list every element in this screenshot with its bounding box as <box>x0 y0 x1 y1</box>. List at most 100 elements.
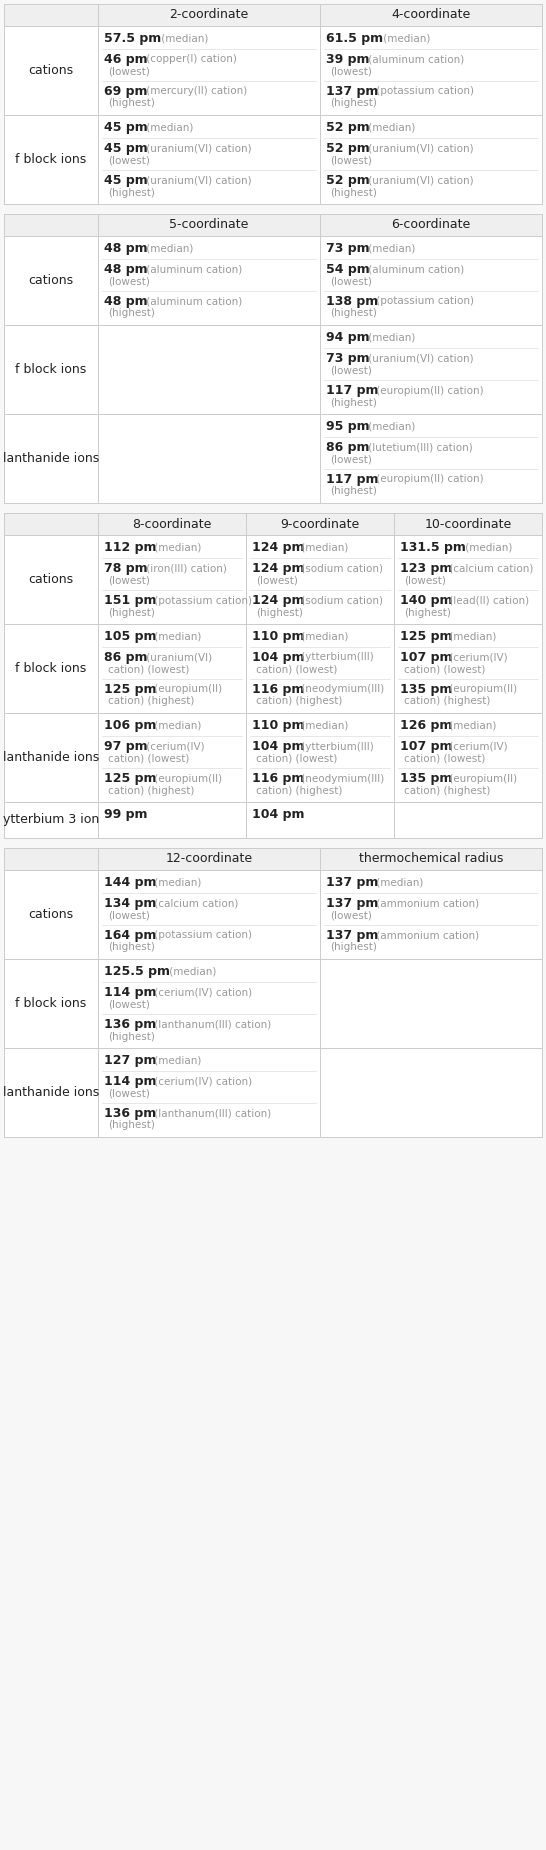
Text: (highest): (highest) <box>108 187 155 198</box>
Text: (potassium cation): (potassium cation) <box>151 931 252 940</box>
Text: 125 pm: 125 pm <box>400 631 452 644</box>
Text: 45 pm: 45 pm <box>104 120 148 133</box>
Text: 117 pm: 117 pm <box>326 474 378 487</box>
Text: (lutetium(III) cation): (lutetium(III) cation) <box>365 442 473 453</box>
Bar <box>4 958 542 1047</box>
Text: lanthanide ions: lanthanide ions <box>3 451 99 464</box>
Text: (lowest): (lowest) <box>404 575 446 585</box>
Text: 52 pm: 52 pm <box>326 120 370 133</box>
Text: 45 pm: 45 pm <box>104 174 148 187</box>
Text: 116 pm: 116 pm <box>252 771 304 784</box>
Text: (lanthanum(III) cation): (lanthanum(III) cation) <box>151 1108 271 1119</box>
Text: 110 pm: 110 pm <box>252 720 305 733</box>
Text: (potassium cation): (potassium cation) <box>372 296 473 307</box>
Text: (median): (median) <box>365 244 415 253</box>
Text: 140 pm: 140 pm <box>400 594 452 607</box>
Text: 105 pm: 105 pm <box>104 631 157 644</box>
Text: f block ions: f block ions <box>15 363 87 376</box>
Text: 114 pm: 114 pm <box>104 1075 157 1088</box>
Text: (lowest): (lowest) <box>108 1088 150 1099</box>
Text: (highest): (highest) <box>330 187 377 198</box>
Text: (europium(II): (europium(II) <box>446 773 518 784</box>
Text: (highest): (highest) <box>330 398 377 407</box>
Text: 12-coordinate: 12-coordinate <box>165 853 253 866</box>
Bar <box>4 4 542 26</box>
Text: (cerium(IV): (cerium(IV) <box>446 653 508 662</box>
Text: 99 pm: 99 pm <box>104 808 147 821</box>
Text: (europium(II) cation): (europium(II) cation) <box>372 474 483 485</box>
Bar <box>4 326 542 414</box>
Text: (europium(II) cation): (europium(II) cation) <box>372 385 483 396</box>
Text: (median): (median) <box>462 542 512 553</box>
Text: (median): (median) <box>372 877 423 888</box>
Text: (highest): (highest) <box>108 98 155 109</box>
Text: 48 pm: 48 pm <box>104 263 148 276</box>
Text: (uranium(VI) cation): (uranium(VI) cation) <box>365 176 473 185</box>
Text: 86 pm: 86 pm <box>326 440 370 453</box>
Text: (median): (median) <box>365 422 415 431</box>
Text: 144 pm: 144 pm <box>104 877 157 890</box>
Text: 48 pm: 48 pm <box>104 294 148 307</box>
Text: (lowest): (lowest) <box>330 910 372 921</box>
Text: 137 pm: 137 pm <box>326 85 378 98</box>
Text: (median): (median) <box>446 720 497 731</box>
Text: cation) (lowest): cation) (lowest) <box>404 753 485 764</box>
Text: cation) (lowest): cation) (lowest) <box>404 664 485 675</box>
Text: lanthanide ions: lanthanide ions <box>3 1086 99 1099</box>
Text: 95 pm: 95 pm <box>326 420 370 433</box>
Text: (europium(II): (europium(II) <box>446 684 518 694</box>
Text: 125 pm: 125 pm <box>104 771 157 784</box>
Text: cations: cations <box>28 908 74 921</box>
Text: 137 pm: 137 pm <box>326 929 378 942</box>
Text: (cerium(IV): (cerium(IV) <box>446 742 508 751</box>
Text: (calcium cation): (calcium cation) <box>151 899 238 908</box>
Text: (potassium cation): (potassium cation) <box>372 87 473 96</box>
Text: 78 pm: 78 pm <box>104 562 148 575</box>
Text: cation) (lowest): cation) (lowest) <box>256 664 337 675</box>
Text: (uranium(VI) cation): (uranium(VI) cation) <box>365 144 473 154</box>
Text: (uranium(VI) cation): (uranium(VI) cation) <box>365 353 473 363</box>
Text: 107 pm: 107 pm <box>400 651 452 664</box>
Text: (highest): (highest) <box>108 309 155 318</box>
Text: f block ions: f block ions <box>15 154 87 166</box>
Text: (lowest): (lowest) <box>330 366 372 376</box>
Text: (sodium cation): (sodium cation) <box>299 596 383 605</box>
Text: 61.5 pm: 61.5 pm <box>326 31 383 44</box>
Bar <box>4 1047 542 1138</box>
Text: 6-coordinate: 6-coordinate <box>391 218 471 231</box>
Text: (cerium(IV) cation): (cerium(IV) cation) <box>151 988 252 997</box>
Text: (median): (median) <box>151 542 201 553</box>
Text: (median): (median) <box>299 631 349 642</box>
Text: (median): (median) <box>166 966 217 977</box>
Text: 164 pm: 164 pm <box>104 929 157 942</box>
Text: (neodymium(III): (neodymium(III) <box>299 773 385 784</box>
Text: (lanthanum(III) cation): (lanthanum(III) cation) <box>151 1019 271 1029</box>
Text: (highest): (highest) <box>404 607 450 618</box>
Text: (highest): (highest) <box>108 607 155 618</box>
Text: (ytterbium(III): (ytterbium(III) <box>299 742 374 751</box>
Text: 131.5 pm: 131.5 pm <box>400 540 466 553</box>
Text: (median): (median) <box>381 33 431 44</box>
Text: 134 pm: 134 pm <box>104 897 157 910</box>
Text: f block ions: f block ions <box>15 662 87 675</box>
Text: 125.5 pm: 125.5 pm <box>104 966 170 979</box>
Text: (lowest): (lowest) <box>330 67 372 76</box>
Text: (ammonium cation): (ammonium cation) <box>372 931 479 940</box>
Bar <box>4 535 542 623</box>
Text: (highest): (highest) <box>330 309 377 318</box>
Text: 124 pm: 124 pm <box>252 562 305 575</box>
Text: (median): (median) <box>446 631 497 642</box>
Text: 135 pm: 135 pm <box>400 683 452 696</box>
Text: 97 pm: 97 pm <box>104 740 148 753</box>
Text: cation) (lowest): cation) (lowest) <box>256 753 337 764</box>
Text: (lowest): (lowest) <box>108 276 150 287</box>
Text: 124 pm: 124 pm <box>252 540 305 553</box>
Text: (highest): (highest) <box>108 1032 155 1042</box>
Text: 9-coordinate: 9-coordinate <box>280 518 359 531</box>
Text: 112 pm: 112 pm <box>104 540 157 553</box>
Text: (median): (median) <box>158 33 209 44</box>
Text: 8-coordinate: 8-coordinate <box>132 518 212 531</box>
Text: 4-coordinate: 4-coordinate <box>391 9 471 22</box>
Text: ytterbium 3 ion: ytterbium 3 ion <box>3 814 99 827</box>
Text: (median): (median) <box>143 122 193 133</box>
